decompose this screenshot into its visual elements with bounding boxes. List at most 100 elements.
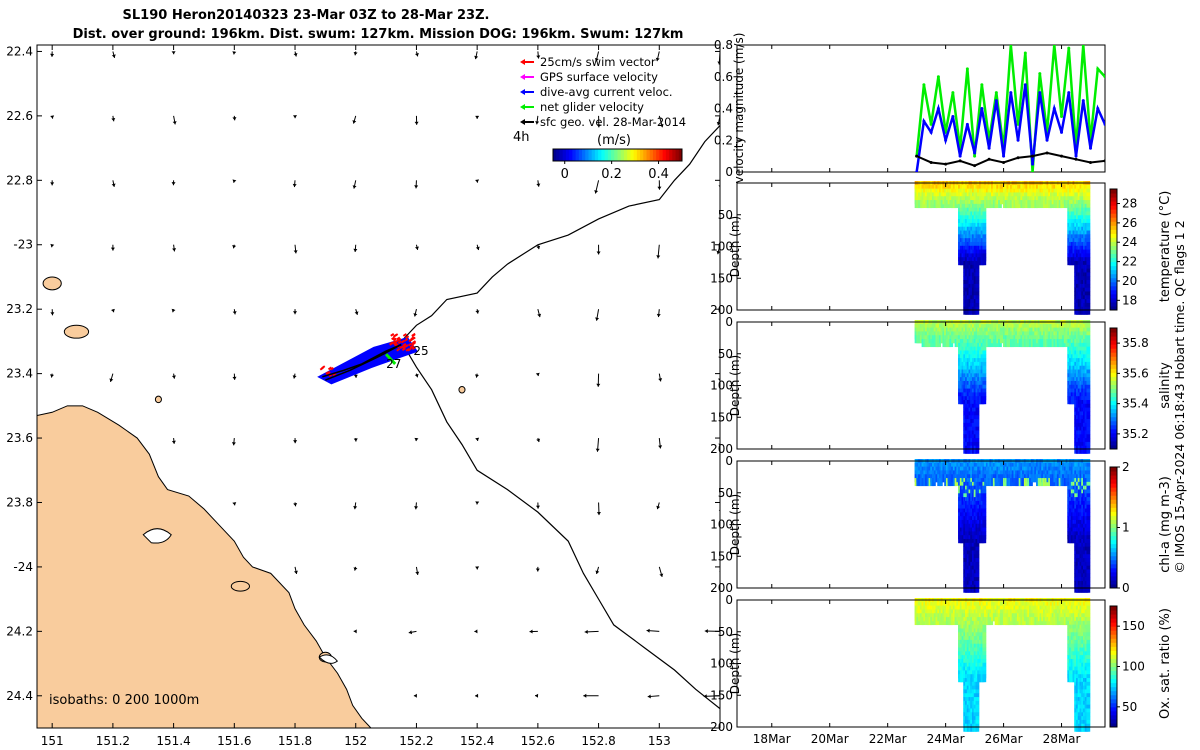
velocity-panel: 00.20.40.60.8 velocity magnitude (m/s) [714, 33, 1106, 183]
geo-velocity-arrowhead [109, 378, 114, 382]
colorbar-cell [601, 149, 606, 161]
geo-velocity-arrowhead [656, 255, 661, 259]
legend-arrowhead [520, 104, 525, 110]
colorbar-cell [565, 149, 570, 161]
colorbar-cell [562, 149, 567, 161]
geo-velocity-arrowhead [537, 313, 542, 318]
geo-velocity-arrowhead [413, 693, 417, 698]
velocity-point [936, 107, 940, 110]
geo-velocity-arrowhead [293, 311, 298, 315]
velocity-point [994, 91, 998, 95]
colorbar-cell [1110, 340, 1117, 345]
colorbar-cell [1110, 444, 1117, 450]
geo-velocity-arrowhead [232, 311, 237, 315]
colorbar-cell [1110, 567, 1117, 573]
section-sample [975, 723, 980, 732]
colorbar-cell [1110, 277, 1117, 283]
colorbar-cell [620, 149, 625, 161]
velocity-point [944, 162, 948, 166]
x-tick-label: 151.4 [156, 734, 190, 748]
swim-vector [389, 341, 394, 345]
swim-vector [401, 347, 406, 352]
colorbar-cell [1110, 491, 1117, 496]
colorbar-cell [1110, 229, 1117, 234]
swim-vector [326, 371, 331, 375]
velocity-ytick-label: 0.6 [714, 70, 733, 84]
track-day-label: 25 [413, 344, 428, 358]
geo-velocity-arrowhead [353, 248, 358, 252]
geo-velocity-arrowhead [716, 250, 720, 255]
map-title-line2: Dist. over ground: 196km. Dist. swum: 12… [73, 27, 684, 42]
velocity-point [951, 91, 955, 95]
colorbar-cell [1110, 388, 1117, 394]
colorbar-cell [614, 149, 618, 161]
land-mass [37, 405, 372, 728]
geo-velocity-arrowhead [656, 313, 661, 318]
x-tick-label: 152 [344, 734, 367, 748]
geo-velocity-arrowhead [658, 378, 663, 382]
geo-velocity-arrowhead [171, 51, 176, 55]
depth-tick-label: 150 [710, 549, 733, 563]
depth-tick-label: 50 [718, 347, 733, 361]
colorbar-cell [582, 149, 586, 161]
track-day-label: 27 [386, 357, 401, 371]
geo-velocity-arrowhead [474, 55, 479, 60]
section-sample [982, 535, 987, 544]
colorbar-cell [585, 149, 589, 161]
colorbar-cell [617, 149, 622, 161]
geo-velocity-arrowhead [171, 182, 176, 186]
geo-velocity-arrowhead [596, 512, 601, 516]
velocity-point [994, 99, 998, 103]
colorbar-cell [1110, 475, 1117, 480]
velocity-point [922, 119, 926, 123]
colorbar-frame [1109, 327, 1118, 450]
geo-velocity-arrowhead [475, 693, 479, 698]
depth-axis-label: Depth (m) [728, 216, 742, 277]
colorbar-tick-label: 35.6 [1122, 366, 1149, 380]
colorbar-cell [675, 149, 680, 161]
colorbar-cell [1110, 352, 1117, 357]
section-colorbar: 35.235.435.635.8 [1109, 327, 1149, 450]
islands [42, 276, 466, 664]
colorbar-cell [553, 149, 557, 161]
time-label: 4h [513, 130, 530, 145]
velocity-ytick-label: 0.4 [714, 102, 733, 116]
geo-velocity-arrowhead [475, 566, 480, 570]
geo-velocity-arrowhead [536, 438, 541, 443]
colorbar-cell [1110, 471, 1117, 476]
y-tick-label: 24.2 [6, 624, 33, 638]
velocity-point [965, 122, 969, 126]
section-sample [999, 617, 1004, 626]
swim-vector [410, 344, 415, 349]
colorbar-label: salinity [1158, 362, 1173, 409]
colorbar-label: temperature (°C) [1158, 191, 1173, 303]
geo-velocity-arrowhead [475, 501, 480, 505]
velocity-point [1023, 51, 1027, 55]
colorbar-tick-label: 26 [1122, 216, 1137, 230]
geo-velocity-arrowhead [535, 121, 540, 125]
track-line [322, 343, 402, 381]
geo-velocity-arrowhead [293, 570, 298, 574]
swim-vector [392, 340, 397, 344]
colorbar-cell [1110, 392, 1117, 398]
map-colorbar: 0 0.2 0.4 [552, 148, 683, 182]
geo-velocity-arrowhead [535, 372, 540, 377]
colorbar-cell [633, 149, 638, 161]
y-tick-label: 23.2 [6, 302, 33, 316]
geo-velocity-arrowhead [646, 628, 650, 633]
legend-arrowhead [520, 119, 525, 125]
colorbar-cell [1110, 293, 1117, 299]
velocity-point [915, 154, 919, 158]
swim-vector [400, 339, 405, 344]
velocity-point [1038, 72, 1042, 76]
x-tick-label: 151 [41, 734, 64, 748]
swim-vector [390, 332, 395, 337]
section-colorbar: 012 [1109, 460, 1130, 595]
velocity-point [987, 157, 991, 161]
colorbar-cell [665, 149, 670, 161]
